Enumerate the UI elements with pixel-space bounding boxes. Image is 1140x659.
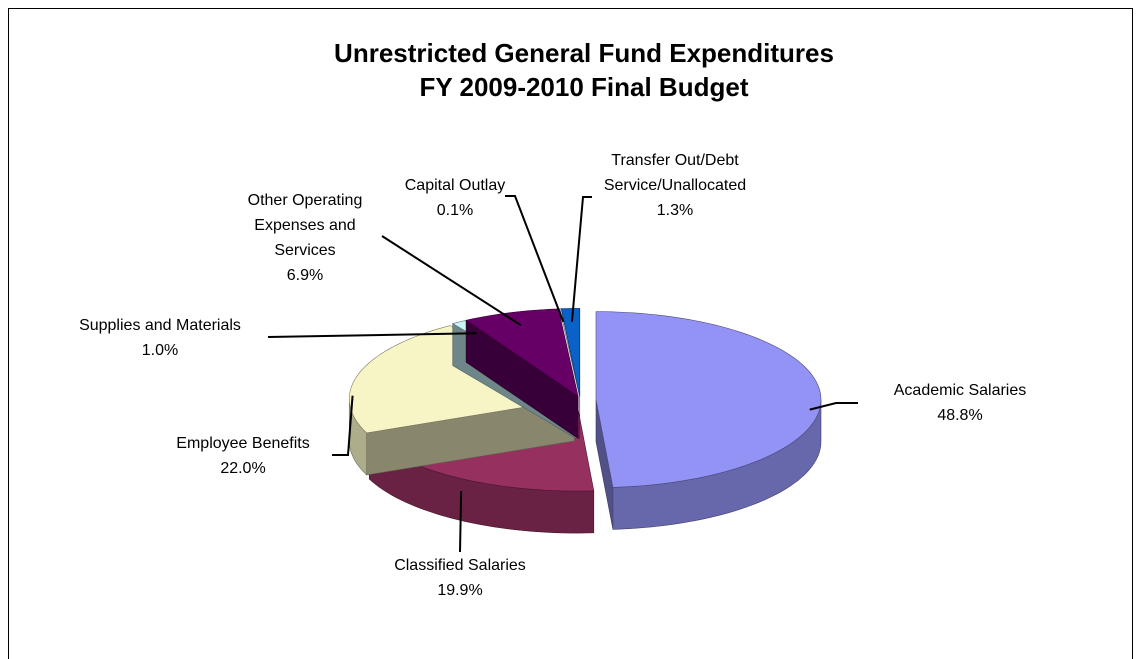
leader-line [381, 235, 522, 327]
slice-label: Capital Outlay [405, 177, 506, 194]
slice-top [561, 308, 581, 397]
value-label: 1.0% [142, 342, 178, 359]
slice [595, 311, 822, 530]
slice-label: Other Operating Expenses and Services [248, 192, 363, 259]
leader-line [570, 196, 592, 322]
leader-line [459, 490, 463, 553]
slice-label: Supplies and Materials [79, 317, 241, 334]
leader-line [267, 332, 477, 338]
slice-label: Employee Benefits [176, 435, 309, 452]
value-label: 0.1% [437, 202, 473, 219]
value-label: 48.8% [937, 407, 982, 424]
leader-line [505, 195, 565, 323]
slice [561, 308, 581, 439]
chart-title: Unrestricted General Fund Expenditures [334, 38, 834, 68]
value-label: 19.9% [437, 582, 482, 599]
leader-line [809, 402, 858, 411]
slice [348, 325, 576, 476]
value-label: 1.3% [657, 202, 693, 219]
slice-label: Transfer Out/Debt Service/Unallocated [604, 152, 746, 194]
slice-label: Classified Salaries [394, 557, 526, 574]
slice-top [465, 308, 579, 398]
chart-subtitle: FY 2009-2010 Final Budget [420, 72, 749, 102]
slice-top [348, 325, 576, 434]
leader-line [332, 395, 354, 456]
value-label: 6.9% [287, 267, 323, 284]
slice-top [595, 311, 822, 488]
value-label: 22.0% [220, 460, 265, 477]
slice [465, 308, 579, 440]
slice-label: Academic Salaries [894, 382, 1027, 399]
